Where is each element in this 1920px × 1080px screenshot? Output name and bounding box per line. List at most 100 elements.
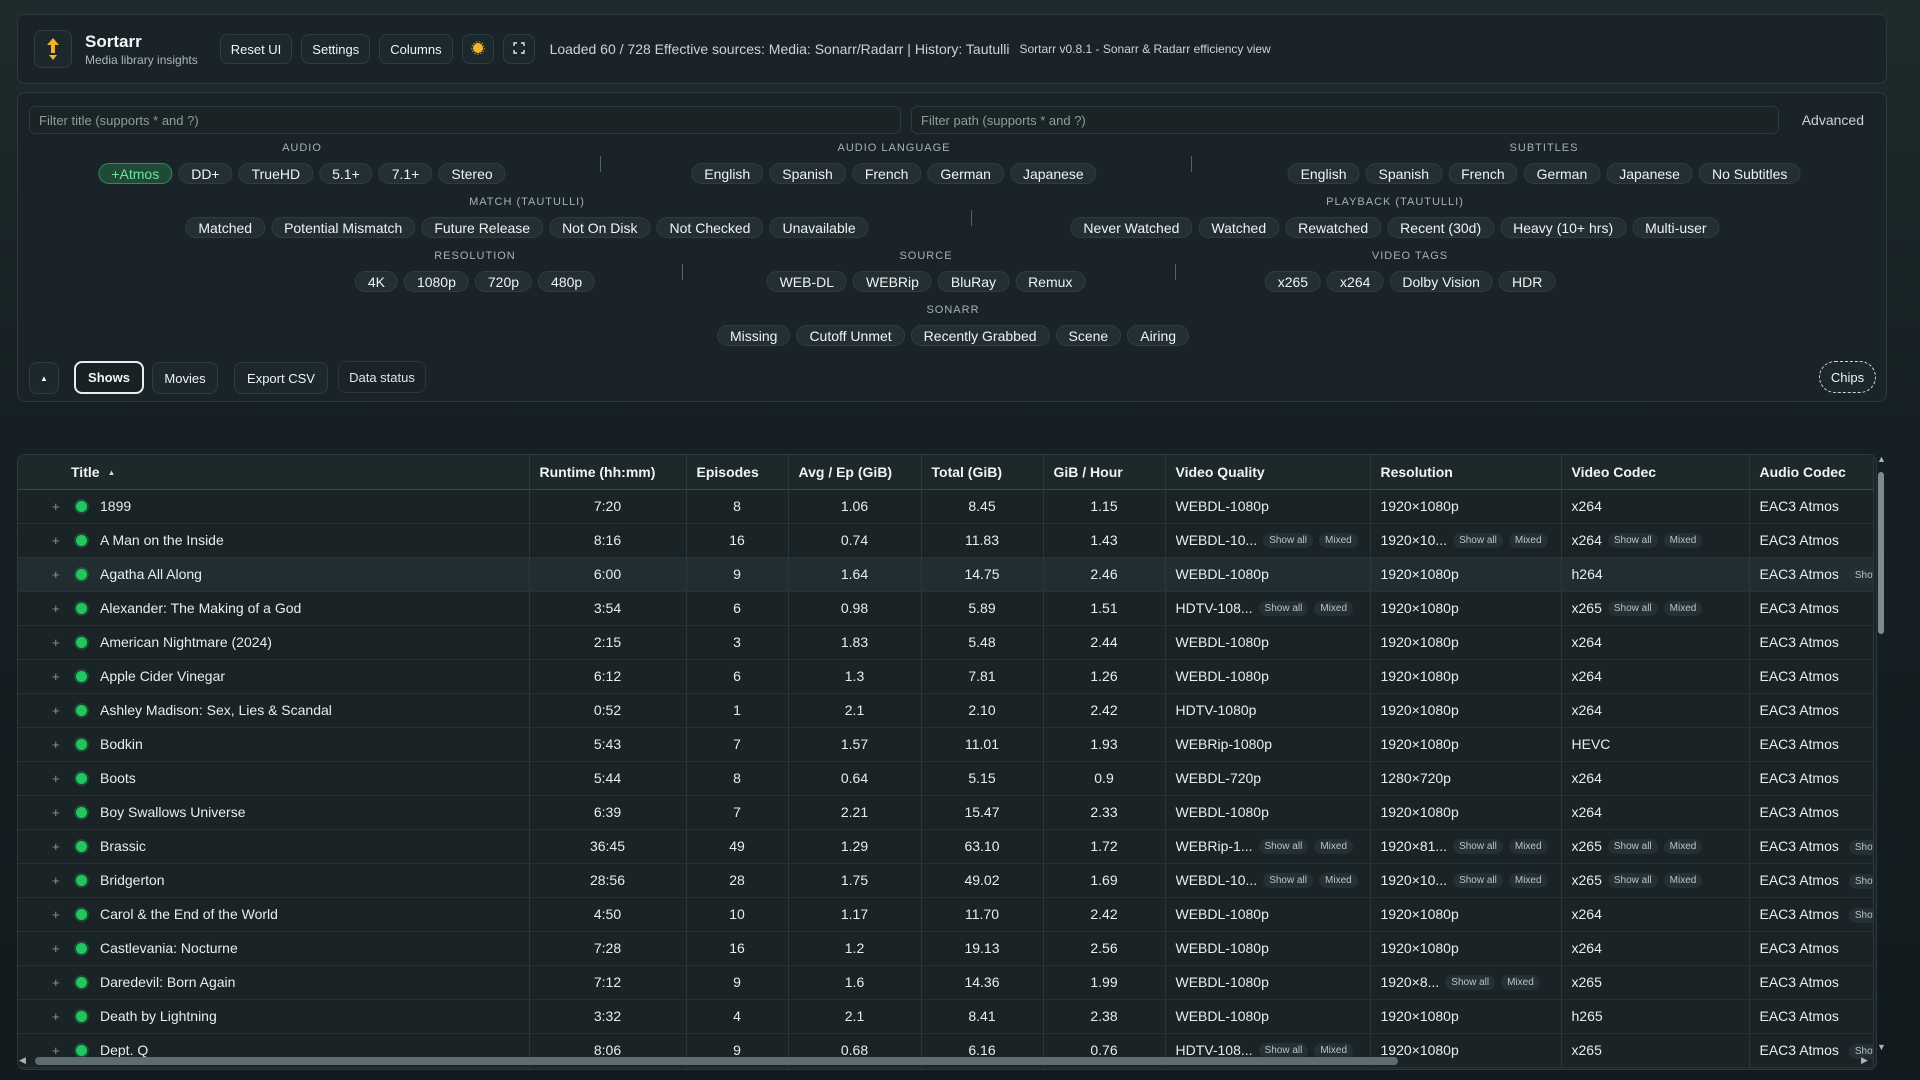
expand-row-icon[interactable]: + [52,533,60,548]
filter-chip-audio[interactable]: TrueHD [238,163,314,184]
expand-row-icon[interactable]: + [52,567,60,582]
filter-chip-audio-language[interactable]: Japanese [1009,163,1097,184]
filter-chip-sonarr[interactable]: Scene [1055,325,1122,346]
filter-chip-match[interactable]: Potential Mismatch [271,217,416,238]
theme-toggle-button[interactable] [461,34,494,64]
table-row[interactable]: + Brassic 36:45 49 1.29 63.10 1.72 WEBRip-1... S… [18,829,1874,864]
show-all-button[interactable]: Show all [1453,838,1503,854]
filter-chip-resolution[interactable]: 480p [538,271,596,292]
column-header-runtime[interactable]: Runtime (hh:mm) [529,455,687,490]
column-header-title[interactable]: Title ▲ [18,455,530,490]
filter-chip-sonarr[interactable]: Recently Grabbed [910,325,1050,346]
expand-row-icon[interactable]: + [52,1043,60,1058]
vertical-scrollbar[interactable]: ▲ ▼ [1876,454,1886,1064]
filter-chip-subtitles[interactable]: German [1523,163,1601,184]
table-row[interactable]: + Daredevil: Born Again 7:12 9 1.6 14.36 1.99 W… [18,965,1874,1000]
filter-chip-source[interactable]: WEBRip [853,271,932,292]
column-header-video-codec[interactable]: Video Codec [1561,455,1750,490]
expand-row-icon[interactable]: + [52,873,60,888]
filter-chip-subtitles[interactable]: Japanese [1606,163,1693,184]
filter-chip-playback[interactable]: Never Watched [1070,217,1193,238]
filter-chip-playback[interactable]: Rewatched [1285,217,1382,238]
filter-chip-audio[interactable]: 7.1+ [378,163,433,184]
collapse-filters-button[interactable]: ▲ [29,362,59,394]
table-row[interactable]: + A Man on the Inside 8:16 16 0.74 11.83 1.43 W… [18,523,1874,558]
filter-chip-match[interactable]: Matched [185,217,266,238]
data-status-button[interactable]: Data status [338,361,426,393]
filter-chip-video-tags[interactable]: x265 [1264,271,1322,292]
table-row[interactable]: + Castlevania: Nocturne 7:28 16 1.2 19.13 2.56… [18,931,1874,966]
advanced-link[interactable]: Advanced [1801,112,1864,128]
expand-row-icon[interactable]: + [52,839,60,854]
expand-row-icon[interactable]: + [52,635,60,650]
filter-chip-source[interactable]: BluRay [937,271,1010,292]
filter-chip-audio-language[interactable]: French [851,163,922,184]
filter-chip-playback[interactable]: Multi-user [1632,217,1720,238]
table-row[interactable]: + Alexander: The Making of a God 3:54 6 0.98… [18,591,1874,626]
show-all-button[interactable]: Show all [1607,532,1658,548]
column-header-episodes[interactable]: Episodes [686,455,789,490]
scroll-left-arrow-icon[interactable]: ◀ [19,1055,26,1065]
shows-tab[interactable]: Shows [74,361,144,394]
table-row[interactable]: + Boots 5:44 8 0.64 5.15 0.9 WEBDL-720p 1280×720… [18,761,1874,796]
expand-row-icon[interactable]: + [52,941,60,956]
table-row[interactable]: + Apple Cider Vinegar 6:12 6 1.3 7.81 1.26 WEBD… [18,659,1874,694]
filter-chip-audio-language[interactable]: German [927,163,1004,184]
show-all-button[interactable]: Show all [1607,838,1658,854]
filter-chip-playback[interactable]: Recent (30d) [1387,217,1495,238]
table-row[interactable]: + Boy Swallows Universe 6:39 7 2.21 15.47 2.33… [18,795,1874,830]
table-row[interactable]: + Ashley Madison: Sex, Lies & Scandal 0:52… [18,693,1874,728]
filter-chip-sonarr[interactable]: Missing [716,325,791,346]
expand-row-icon[interactable]: + [52,805,60,820]
expand-row-icon[interactable]: + [52,499,60,514]
show-all-button[interactable]: Shov [1848,567,1872,583]
show-all-button[interactable]: Show all [1445,974,1496,990]
title-filter-input[interactable] [29,106,901,134]
columns-button[interactable]: Columns [379,34,453,64]
show-all-button[interactable]: Shov [1848,907,1872,923]
fullscreen-button[interactable] [502,34,535,64]
filter-chip-playback[interactable]: Heavy (10+ hrs) [1500,217,1627,238]
horizontal-scroll-thumb[interactable] [35,1057,1398,1065]
filter-chip-video-tags[interactable]: HDR [1498,271,1556,292]
scroll-right-arrow-icon[interactable]: ▶ [1861,1055,1868,1065]
filter-chip-audio[interactable]: 5.1+ [319,163,373,184]
filter-chip-subtitles[interactable]: English [1287,163,1360,184]
show-all-button[interactable]: Shov [1848,1043,1872,1059]
show-all-button[interactable]: Show all [1258,600,1309,616]
expand-row-icon[interactable]: + [52,1009,60,1024]
show-all-button[interactable]: Show all [1263,532,1314,548]
show-all-button[interactable]: Show all [1607,600,1658,616]
show-all-button[interactable]: Show all [1258,838,1309,854]
filter-chip-source[interactable]: Remux [1015,271,1086,292]
column-header-video-quality[interactable]: Video Quality [1165,455,1371,490]
table-row[interactable]: + Carol & the End of the World 4:50 10 1.17 1… [18,897,1874,932]
filter-chip-resolution[interactable]: 720p [474,271,533,292]
horizontal-scrollbar[interactable]: ◀ ▶ [18,1055,1874,1067]
column-header-resolution[interactable]: Resolution [1370,455,1562,490]
filter-chip-subtitles[interactable]: Spanish [1365,163,1443,184]
filter-chip-sonarr[interactable]: Cutoff Unmet [796,325,905,346]
filter-chip-sonarr[interactable]: Airing [1127,325,1190,346]
column-header-avg-ep[interactable]: Avg / Ep (GiB) [788,455,922,490]
expand-row-icon[interactable]: + [52,975,60,990]
filter-chip-subtitles[interactable]: No Subtitles [1698,163,1801,184]
table-row[interactable]: + Death by Lightning 3:32 4 2.1 8.41 2.38 WEBDL… [18,999,1874,1034]
filter-chip-audio[interactable]: DD+ [178,163,233,184]
filter-chip-match[interactable]: Not On Disk [549,217,651,238]
show-all-button[interactable]: Show all [1453,872,1503,888]
table-row[interactable]: + Bridgerton 28:56 28 1.75 49.02 1.69 WEBDL-10.… [18,863,1874,898]
filter-chip-playback[interactable]: Watched [1198,217,1280,238]
show-all-button[interactable]: Show all [1453,532,1503,548]
filter-chip-audio-language[interactable]: Spanish [769,163,846,184]
filter-chip-match[interactable]: Future Release [421,217,544,238]
table-row[interactable]: + American Nightmare (2024) 2:15 3 1.83 5.48 2… [18,625,1874,660]
movies-tab[interactable]: Movies [152,362,218,394]
scroll-up-arrow-icon[interactable]: ▲ [1877,454,1886,464]
vertical-scroll-thumb[interactable] [1878,472,1884,634]
filter-chip-audio-language[interactable]: English [691,163,764,184]
filter-chip-resolution[interactable]: 4K [354,271,398,292]
settings-button[interactable]: Settings [301,34,371,64]
expand-row-icon[interactable]: + [52,907,60,922]
filter-chip-audio[interactable]: +Atmos [98,163,173,184]
